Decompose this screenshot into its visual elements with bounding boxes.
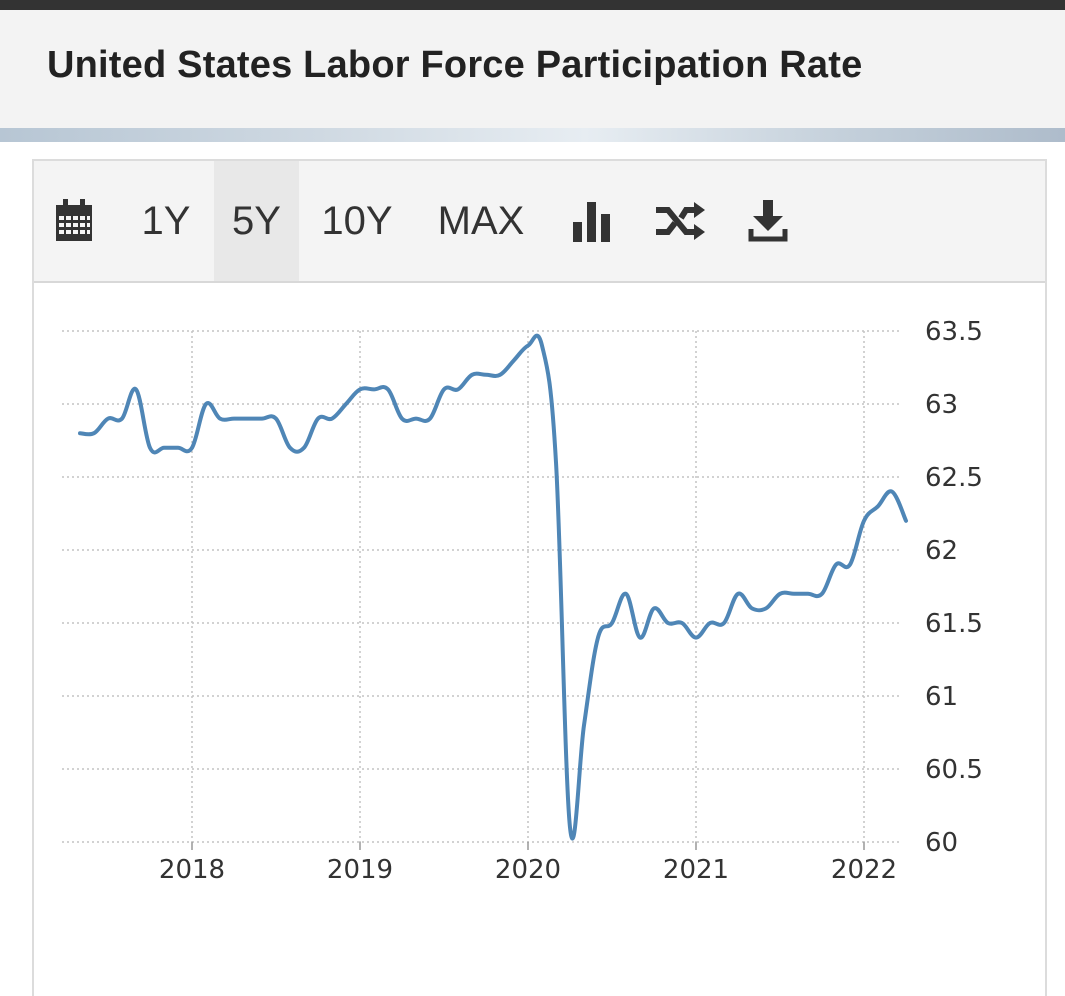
range-1y-button[interactable]: 1Y <box>141 198 191 243</box>
top-bar <box>0 0 1065 10</box>
header-banner-strip <box>0 128 1065 142</box>
x-tick-label: 2020 <box>495 855 561 885</box>
y-tick-label: 60 <box>925 828 958 858</box>
calendar-icon[interactable] <box>48 161 100 281</box>
y-tick-label: 63.5 <box>925 317 983 347</box>
page-header: United States Labor Force Participation … <box>0 10 1065 128</box>
range-max-button[interactable]: MAX <box>437 198 525 243</box>
y-tick-label: 63 <box>925 390 958 420</box>
chart-grid <box>62 330 900 843</box>
y-axis: 63.5 63 62.5 62 61.5 61 60.5 60 <box>925 317 983 858</box>
chart-panel <box>32 159 1047 996</box>
chart-toolbar: 1Y 5Y 10Y MAX <box>34 161 1045 283</box>
y-tick-label: 62 <box>925 536 958 566</box>
download-icon[interactable] <box>742 161 794 281</box>
y-tick-label: 60.5 <box>925 755 983 785</box>
x-axis: 2018 2019 2020 2021 2022 <box>159 842 897 885</box>
x-tick-label: 2021 <box>663 855 729 885</box>
y-tick-label: 62.5 <box>925 463 983 493</box>
y-tick-label: 61.5 <box>925 609 983 639</box>
y-tick-label: 61 <box>925 682 958 712</box>
page-title: United States Labor Force Participation … <box>47 44 863 86</box>
range-10y-button[interactable]: 10Y <box>321 198 393 243</box>
line-chart: 63.5 63 62.5 62 61.5 61 60.5 60 2018 2019 2020 202… <box>62 317 983 885</box>
x-tick-label: 2019 <box>327 855 393 885</box>
x-tick-label: 2022 <box>831 855 897 885</box>
bar-chart-icon[interactable] <box>566 161 618 281</box>
series-line <box>78 333 908 841</box>
x-tick-label: 2018 <box>159 855 225 885</box>
chart-series <box>78 333 908 841</box>
range-5y-button[interactable]: 5Y <box>214 161 299 281</box>
shuffle-icon[interactable] <box>652 161 708 281</box>
